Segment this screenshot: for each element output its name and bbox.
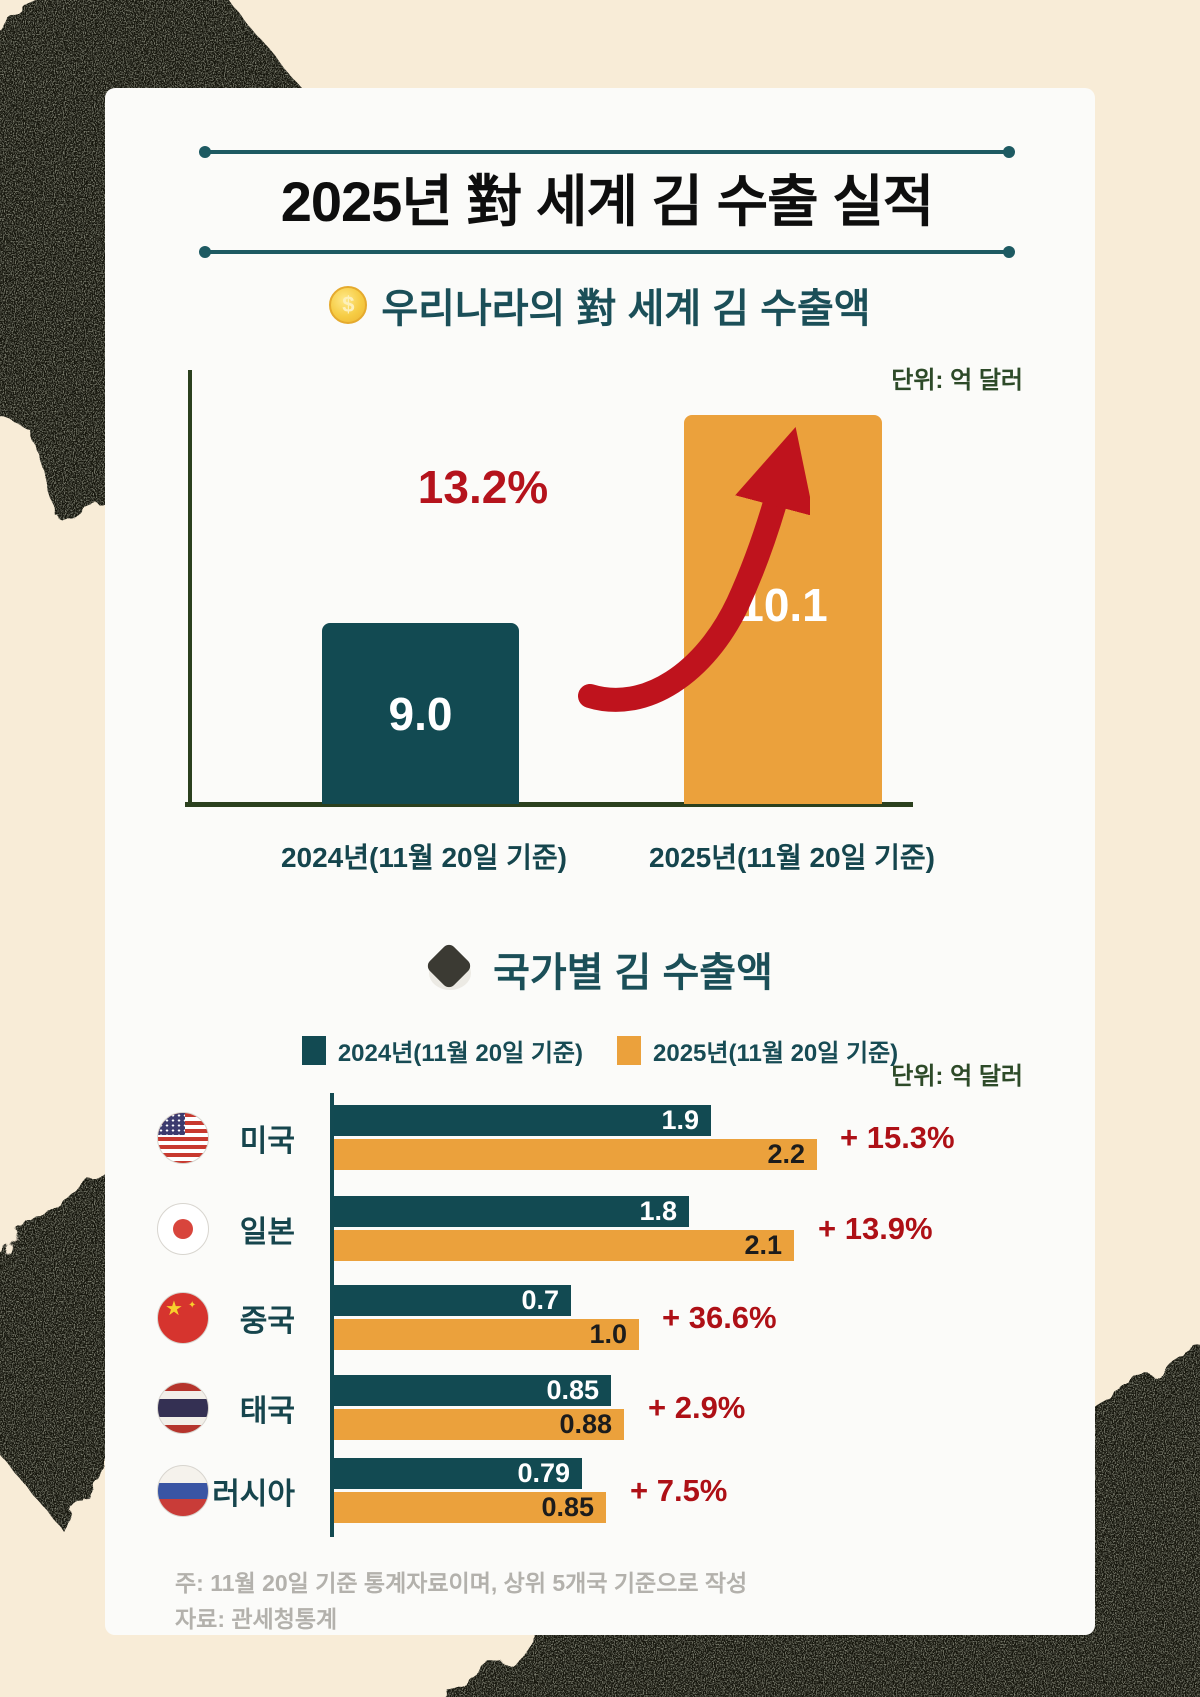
ru-flag-icon: [157, 1465, 209, 1517]
change-russia: + 7.5%: [630, 1472, 728, 1508]
change-japan: + 13.9%: [818, 1210, 933, 1246]
value-thailand-2024: 0.85: [546, 1375, 599, 1405]
country-label: 중국: [239, 1304, 295, 1338]
bar-japan-2025: 2.1: [334, 1230, 794, 1261]
table-row-russia: 러시아 0.79 0.85 + 7.5%: [105, 1458, 1095, 1523]
chart1-unit-label: 단위: 억 달러: [891, 367, 1023, 394]
dollar-coin-icon: $: [329, 286, 368, 324]
footnote-source: 자료: 관세청통계: [175, 1606, 338, 1632]
legend-label-2025: 2025년(11월 20일 기준): [653, 1040, 899, 1067]
legend-item-2024: 2024년(11월 20일 기준): [301, 1033, 583, 1068]
seaweed-icon: [425, 941, 474, 992]
chart1-x-axis: [185, 802, 913, 807]
growth-arrow-icon: [578, 426, 810, 712]
legend-swatch-2025-icon: [617, 1036, 641, 1065]
page-title: 2025년 對 세계 김 수출 실적: [280, 170, 935, 233]
th-flag-icon: [157, 1382, 209, 1434]
value-russia-2025: 0.85: [541, 1492, 594, 1522]
section1-title: 우리나라의 對 세계 김 수출액: [381, 287, 871, 331]
section2-title: 국가별 김 수출액: [493, 951, 773, 995]
poster-card: 2025년 對 세계 김 수출 실적 $ 우리나라의 對 세계 김 수출액 단위…: [105, 88, 1095, 1635]
chart1-value-2024: 9.0: [388, 688, 453, 740]
section1-header: $ 우리나라의 對 세계 김 수출액: [105, 276, 1095, 334]
legend-label-2024: 2024년(11월 20일 기준): [337, 1040, 583, 1067]
bar-japan-2024: 1.8: [334, 1196, 689, 1227]
bar-usa-2025: 2.2: [334, 1139, 817, 1170]
country-label: 태국: [239, 1394, 295, 1428]
chart2-legend: 2024년(11월 20일 기준) 2025년(11월 20일 기준): [105, 1033, 1095, 1068]
jp-flag-icon: [157, 1203, 209, 1255]
chart1-y-axis: [188, 370, 192, 806]
bar-thailand-2025: 0.88: [334, 1409, 624, 1440]
chart1-change-pct: 13.2%: [417, 461, 549, 513]
chart2-y-axis: [330, 1093, 334, 1537]
bar-china-2024: 0.7: [334, 1285, 571, 1316]
footnote-note: 주: 11월 20일 기준 통계자료이며, 상위 5개국 기준으로 작성: [175, 1570, 748, 1596]
change-usa: + 15.3%: [840, 1119, 955, 1155]
title-rule-bottom: [199, 246, 1015, 258]
value-china-2024: 0.7: [521, 1285, 559, 1315]
value-usa-2024: 1.9: [661, 1105, 699, 1135]
table-row-usa: 미국 1.9 2.2 + 15.3%: [105, 1105, 1095, 1170]
change-china: + 36.6%: [662, 1299, 777, 1335]
value-china-2025: 1.0: [589, 1319, 627, 1349]
bar-russia-2024: 0.79: [334, 1458, 582, 1489]
table-row-thailand: 태국 0.85 0.88 + 2.9%: [105, 1375, 1095, 1440]
chart1-xlabel-2024: 2024년(11월 20일 기준): [280, 842, 568, 873]
table-row-china: 중국 0.7 1.0 + 36.6%: [105, 1285, 1095, 1350]
chart1-xlabel-2025: 2025년(11월 20일 기준): [648, 842, 936, 873]
title-rule-top: [199, 146, 1015, 158]
table-row-japan: 일본 1.8 2.1 + 13.9%: [105, 1196, 1095, 1261]
country-label: 러시아: [212, 1477, 295, 1511]
cn-flag-icon: [157, 1292, 209, 1344]
value-japan-2025: 2.1: [744, 1230, 782, 1260]
section2-header: 국가별 김 수출액: [105, 940, 1095, 998]
legend-swatch-2024-icon: [301, 1036, 326, 1065]
value-usa-2025: 2.2: [767, 1139, 805, 1169]
country-label: 미국: [239, 1124, 295, 1158]
us-flag-icon: [157, 1112, 209, 1164]
bar-russia-2025: 0.85: [334, 1492, 606, 1523]
legend-item-2025: 2025년(11월 20일 기준): [617, 1033, 898, 1068]
change-thailand: + 2.9%: [648, 1389, 746, 1425]
bar-china-2025: 1.0: [334, 1319, 639, 1350]
value-thailand-2025: 0.88: [559, 1409, 612, 1439]
bar-usa-2024: 1.9: [334, 1105, 711, 1136]
chart2-unit-label: 단위: 억 달러: [891, 1063, 1023, 1090]
chart1-bar-2024: 9.0: [322, 623, 519, 804]
bar-thailand-2024: 0.85: [334, 1375, 611, 1406]
value-russia-2024: 0.79: [517, 1458, 570, 1488]
value-japan-2024: 1.8: [639, 1196, 677, 1226]
country-label: 일본: [239, 1215, 295, 1249]
